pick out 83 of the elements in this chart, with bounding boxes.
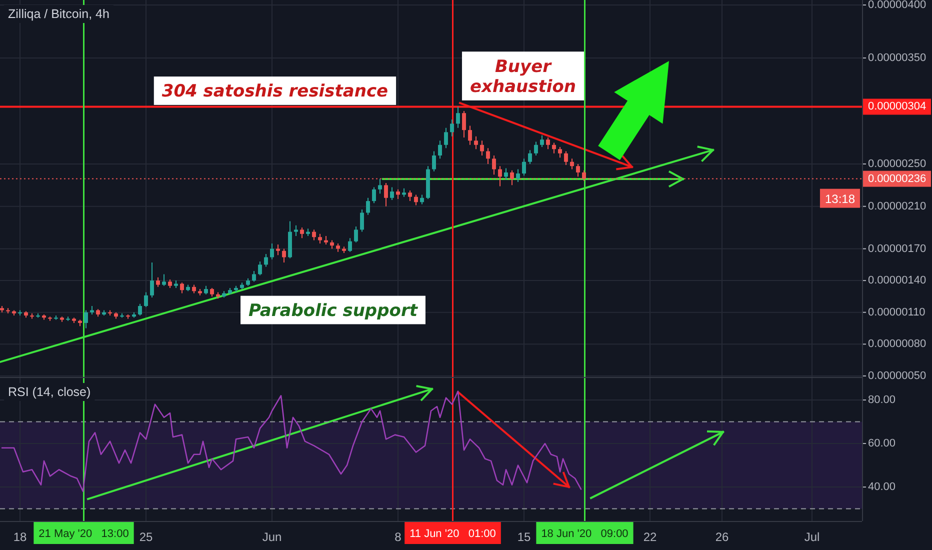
- x-tick-label: 26: [715, 530, 729, 544]
- candlestick: [438, 140, 442, 160]
- candlestick: [252, 270, 256, 282]
- candlestick: [540, 134, 544, 148]
- candlestick: [276, 244, 280, 256]
- candlestick: [474, 136, 478, 150]
- candlestick: [456, 106, 460, 128]
- y-tick-label: 0.00000350: [868, 52, 926, 64]
- text: RSI (14, close): [8, 385, 91, 399]
- x-tick-label: 8: [394, 530, 402, 544]
- candlestick: [414, 194, 418, 206]
- annotation: Buyer exhaustion: [470, 56, 576, 98]
- y-tick-label: 0.00000170: [868, 242, 926, 255]
- annotation: 13:18: [824, 192, 856, 206]
- ref-line-label: 11 Jun '20 01:00: [410, 528, 496, 540]
- candlestick: [492, 154, 496, 176]
- y-tick-label: 0.00000140: [868, 274, 926, 287]
- candlestick: [480, 140, 484, 156]
- x-tick-label: 18: [13, 530, 27, 544]
- candlestick: [180, 282, 184, 294]
- candlestick: [522, 158, 526, 176]
- candlestick: [378, 178, 382, 194]
- x-tick-label: Jul: [804, 530, 820, 544]
- candlestick: [558, 146, 562, 158]
- candlestick: [156, 276, 160, 288]
- y-tick-label: 0.00000080: [868, 338, 926, 350]
- candlestick: [354, 226, 358, 243]
- candlestick: [534, 141, 538, 156]
- candlestick: [576, 163, 580, 178]
- candlestick: [564, 150, 568, 166]
- candlestick: [318, 233, 322, 244]
- candlestick: [294, 224, 298, 237]
- y-tick-label: 0.00000236: [868, 172, 926, 185]
- candlestick: [468, 125, 472, 146]
- candlestick: [462, 110, 466, 138]
- candlestick: [144, 292, 148, 308]
- candlestick: [420, 194, 424, 205]
- x-tick-label: Jun: [262, 530, 282, 544]
- ref-line-label: 18 Jun '20 09:00: [541, 528, 628, 540]
- candlestick: [486, 148, 490, 164]
- y-tick-label: 80.00: [868, 394, 896, 406]
- ref-line-label: 21 May '20 13:00: [38, 528, 129, 540]
- text: Zilliqa / Bitcoin, 4h: [8, 7, 110, 21]
- candlestick: [270, 242, 274, 260]
- candlestick: [162, 274, 166, 286]
- candlestick: [372, 186, 376, 204]
- y-tick-label: 0.00000050: [868, 370, 926, 382]
- y-tick-label: 0.00000400: [868, 0, 926, 11]
- y-tick-label: 0.00000210: [868, 200, 926, 212]
- y-tick-label: 0.00000304: [868, 100, 926, 113]
- y-tick-label: 60.00: [868, 438, 896, 450]
- candlestick: [516, 168, 520, 182]
- x-tick-label: 22: [643, 530, 657, 544]
- candlestick: [450, 118, 454, 137]
- candlestick: [84, 310, 88, 329]
- candlestick: [552, 142, 556, 154]
- x-tick-label: 25: [139, 530, 153, 544]
- candlestick: [546, 136, 550, 150]
- candlestick: [366, 197, 370, 216]
- candlestick: [360, 209, 364, 232]
- candlestick: [570, 158, 574, 170]
- y-tick-label: 0.00000250: [868, 158, 926, 170]
- candlestick: [348, 238, 352, 252]
- candlestick: [312, 229, 316, 241]
- y-tick-label: 0.00000110: [868, 306, 926, 318]
- candlestick: [282, 248, 286, 264]
- candlestick: [138, 303, 142, 316]
- annotation: Parabolic support: [248, 300, 418, 321]
- candlestick: [504, 168, 508, 180]
- candlestick: [300, 227, 304, 239]
- candlestick: [384, 182, 388, 207]
- candlestick: [528, 150, 532, 164]
- candlestick: [408, 190, 412, 202]
- candlestick: [258, 260, 262, 276]
- y-tick-label: 40.00: [868, 481, 896, 494]
- candlestick: [444, 127, 448, 149]
- candlestick: [264, 254, 268, 268]
- x-tick-label: 15: [517, 530, 531, 544]
- ref-line-label: 304 satoshis resistance: [162, 82, 388, 102]
- candlestick: [390, 186, 394, 200]
- candlestick: [396, 188, 400, 200]
- candlestick: [432, 150, 436, 172]
- candlestick: [150, 262, 154, 298]
